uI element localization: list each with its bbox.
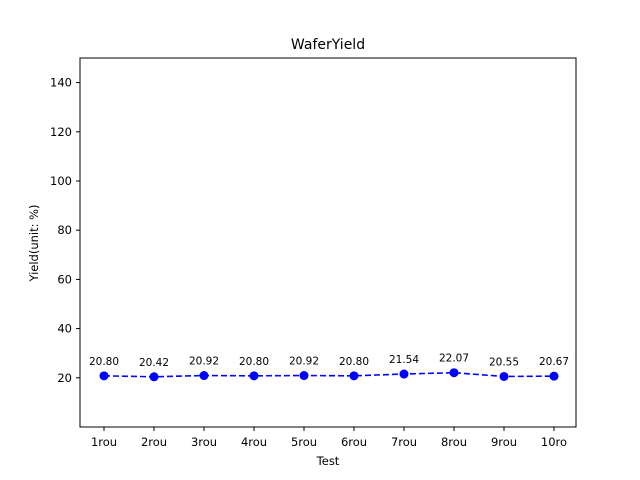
data-label: 20.55 bbox=[489, 356, 519, 368]
data-point bbox=[249, 371, 259, 381]
data-label: 20.92 bbox=[289, 356, 319, 368]
data-label: 20.80 bbox=[239, 356, 269, 368]
y-tick-label: 140 bbox=[50, 76, 72, 90]
x-tick-label: 3rou bbox=[191, 435, 217, 449]
data-label: 22.07 bbox=[439, 353, 469, 365]
x-tick-label: 6rou bbox=[341, 435, 367, 449]
x-tick-label: 4rou bbox=[241, 435, 267, 449]
data-label: 21.54 bbox=[389, 354, 419, 366]
x-tick-label: 9rou bbox=[491, 435, 517, 449]
data-point bbox=[299, 371, 309, 381]
series-line bbox=[103, 371, 555, 378]
x-tick-label: 2rou bbox=[141, 435, 167, 449]
data-label: 20.92 bbox=[189, 356, 219, 368]
data-label: 20.80 bbox=[89, 356, 119, 368]
y-tick-label: 80 bbox=[57, 223, 72, 237]
y-tick-label: 40 bbox=[57, 322, 72, 336]
data-point bbox=[149, 372, 159, 382]
x-tick-label: 5rou bbox=[291, 435, 317, 449]
y-tick-label: 120 bbox=[50, 125, 72, 139]
plot-area: 20 40 60 80 100 120 140 1rou 2rou 3rou 4rou 5rou 6ro… bbox=[50, 76, 569, 449]
x-axis-label: Test bbox=[316, 454, 340, 468]
data-point bbox=[399, 369, 409, 379]
data-label: 20.80 bbox=[339, 356, 369, 368]
plot-frame bbox=[79, 57, 577, 428]
x-tick-label: 8rou bbox=[441, 435, 467, 449]
data-point bbox=[499, 371, 509, 381]
data-point bbox=[99, 371, 109, 381]
y-tick-label: 100 bbox=[50, 174, 72, 188]
data-point bbox=[549, 371, 559, 381]
y-tick-label: 60 bbox=[57, 272, 72, 286]
data-point bbox=[449, 368, 459, 378]
chart-title: WaferYield bbox=[291, 37, 365, 53]
x-tick-label: 7rou bbox=[391, 435, 417, 449]
data-label: 20.42 bbox=[139, 357, 169, 369]
x-tick-label: 1rou bbox=[91, 435, 117, 449]
x-tick-label: 10ro bbox=[541, 435, 567, 449]
y-tick-label: 20 bbox=[57, 371, 72, 385]
y-axis-label: Yield(unit: %) bbox=[27, 204, 41, 282]
data-point bbox=[349, 371, 359, 381]
data-point bbox=[199, 371, 209, 381]
data-label: 20.67 bbox=[539, 356, 569, 368]
